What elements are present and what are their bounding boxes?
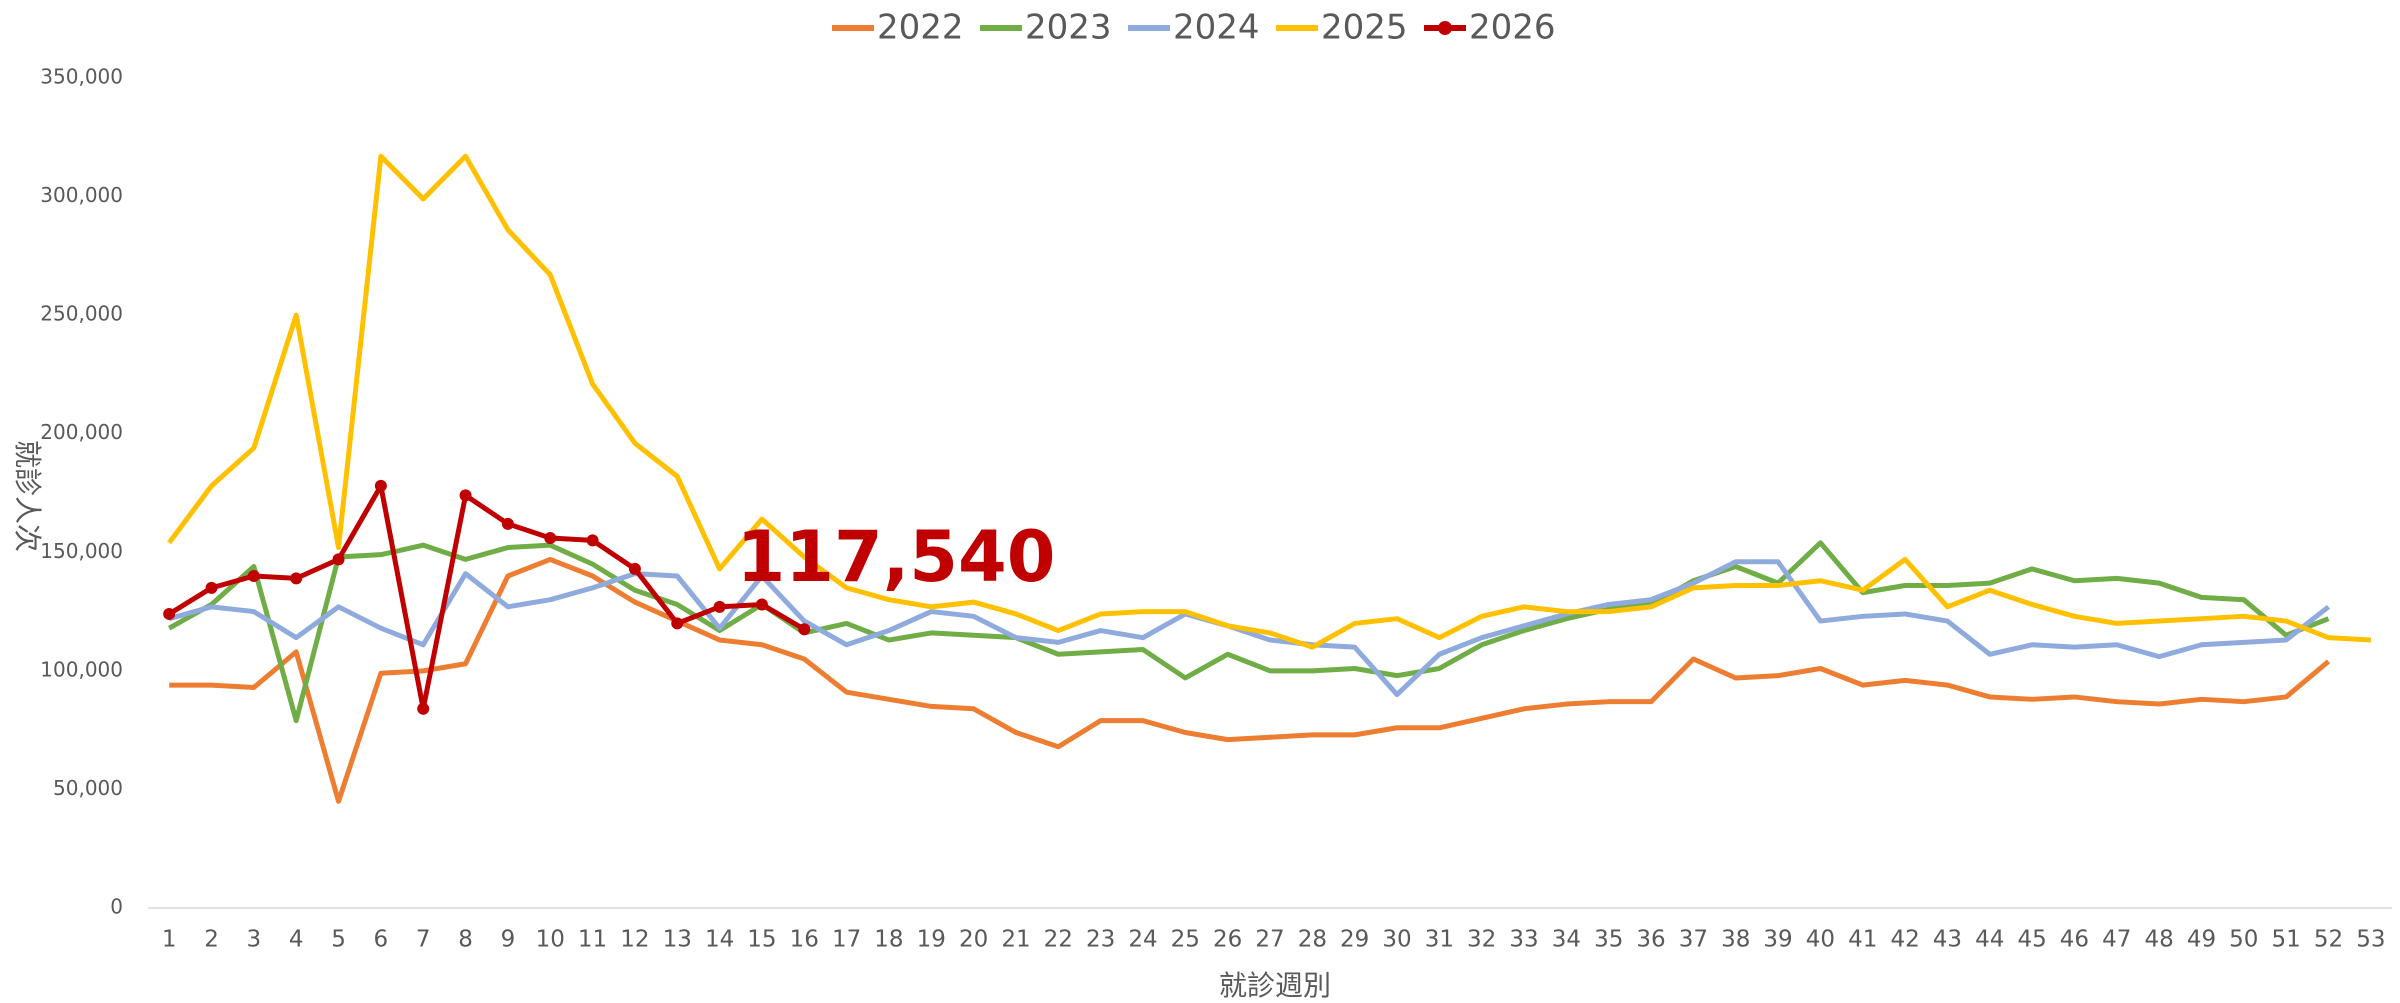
x-tick-label: 36 — [1636, 927, 1665, 953]
x-tick-label: 46 — [2060, 927, 2089, 953]
point — [247, 570, 260, 582]
x-tick-label: 21 — [1001, 927, 1030, 953]
point — [374, 479, 387, 492]
x-tick-label: 19 — [917, 927, 946, 953]
x-tick-label: 49 — [2187, 927, 2216, 953]
y-tick-label: 0 — [110, 895, 123, 919]
x-tick-label: 8 — [458, 927, 473, 953]
legend-label: 2025 — [1321, 8, 1408, 48]
y-tick-label: 100,000 — [40, 657, 123, 681]
point — [459, 489, 472, 502]
x-tick-label: 45 — [2017, 927, 2046, 953]
x-tick-label: 37 — [1679, 927, 1708, 953]
x-tick-label: 20 — [959, 927, 988, 953]
x-tick-label: 16 — [790, 927, 819, 953]
x-tick-label: 29 — [1340, 927, 1369, 953]
x-tick-label: 9 — [501, 927, 516, 953]
x-tick-label: 11 — [578, 927, 607, 953]
x-tick-label: 23 — [1086, 927, 1115, 953]
x-tick-label: 38 — [1721, 927, 1750, 953]
x-tick-label: 30 — [1382, 927, 1411, 953]
x-tick-label: 52 — [2314, 927, 2343, 953]
x-tick-label: 40 — [1806, 927, 1835, 953]
x-tick-label: 51 — [2272, 927, 2301, 953]
x-tick-label: 50 — [2229, 927, 2258, 953]
series-line — [167, 483, 806, 712]
series-line — [168, 559, 2331, 698]
point — [798, 623, 811, 636]
x-tick-label: 39 — [1763, 927, 1792, 953]
x-tick-label: 53 — [2356, 927, 2385, 953]
x-tick-label: 34 — [1552, 927, 1581, 953]
x-tick-label: 18 — [874, 927, 903, 953]
y-tick-label: 350,000 — [40, 65, 123, 89]
x-tick-label: 15 — [747, 927, 776, 953]
y-tick-label: 50,000 — [53, 776, 123, 800]
x-tick-label: 10 — [536, 927, 565, 953]
point — [544, 532, 557, 545]
x-tick-label: 25 — [1171, 927, 1200, 953]
point — [628, 562, 641, 575]
y-axis-title: 就診人次 — [11, 440, 44, 552]
legend-label: 2023 — [1025, 8, 1112, 48]
legend-label: 2024 — [1173, 8, 1260, 48]
x-tick-label: 24 — [1128, 927, 1157, 953]
x-tick-label: 7 — [416, 927, 431, 953]
point — [163, 607, 176, 620]
x-tick-label: 1 — [162, 927, 177, 953]
point — [290, 572, 303, 585]
legend-label: 2026 — [1469, 8, 1556, 48]
point — [205, 581, 218, 594]
point — [713, 600, 726, 613]
x-tick-label: 5 — [331, 927, 346, 953]
point — [755, 598, 768, 611]
x-tick-label: 22 — [1044, 927, 1073, 953]
x-tick-label: 42 — [1890, 927, 1919, 953]
x-tick-label: 17 — [832, 927, 861, 953]
x-tick-label: 35 — [1594, 927, 1623, 953]
point — [417, 702, 430, 715]
x-tick-label: 32 — [1467, 927, 1496, 953]
x-tick-label: 44 — [1975, 927, 2004, 953]
x-tick-label: 41 — [1848, 927, 1877, 953]
x-tick-label: 4 — [289, 927, 304, 953]
y-tick-label: 200,000 — [40, 420, 123, 444]
point — [671, 617, 684, 630]
legend-marker — [1438, 21, 1452, 35]
x-tick-label: 31 — [1425, 927, 1454, 953]
x-tick-label: 26 — [1213, 927, 1242, 953]
y-tick-label: 150,000 — [40, 539, 123, 563]
x-tick-label: 13 — [663, 927, 692, 953]
legend-label: 2022 — [877, 8, 964, 48]
y-tick-label: 250,000 — [40, 302, 123, 326]
series-line — [169, 556, 2331, 804]
x-tick-label: 27 — [1255, 927, 1284, 953]
series-line — [167, 153, 2371, 650]
point — [332, 553, 345, 566]
series-line — [167, 540, 2330, 724]
x-tick-label: 2 — [204, 927, 219, 953]
x-tick-label: 28 — [1298, 927, 1327, 953]
x-tick-label: 12 — [620, 927, 649, 953]
y-tick-label: 300,000 — [40, 183, 123, 207]
x-tick-label: 33 — [1509, 927, 1538, 953]
x-tick-label: 47 — [2102, 927, 2131, 953]
x-tick-label: 6 — [374, 927, 389, 953]
x-tick-label: 14 — [705, 927, 734, 953]
x-tick-label: 43 — [1933, 927, 1962, 953]
annotation: 117,540 — [737, 516, 1056, 598]
point — [586, 534, 599, 547]
x-tick-label: 48 — [2144, 927, 2173, 953]
x-tick-label: 3 — [247, 927, 262, 953]
x-axis-title: 就診週別 — [1219, 969, 1331, 1002]
point — [501, 517, 514, 530]
